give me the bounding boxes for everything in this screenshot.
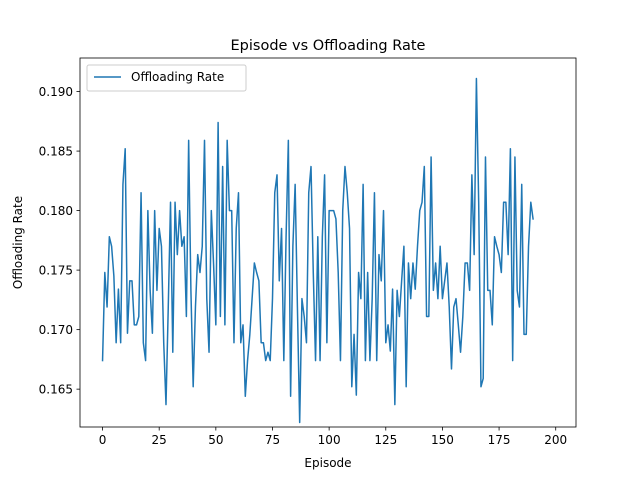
legend-box <box>86 64 247 92</box>
x-tick-label: 75 <box>265 433 280 447</box>
y-tick-label: 0.185 <box>39 145 73 159</box>
y-axis-ticks: 0.165 0.170 0.175 0.180 0.185 0.190 <box>39 85 80 397</box>
chart-title: Episode vs Offloading Rate <box>231 38 426 54</box>
x-axis-label: Episode <box>304 456 351 470</box>
series-line-offloading-rate <box>101 77 534 424</box>
x-tick-label: 0 <box>99 433 107 447</box>
plot-area-frame <box>79 57 577 428</box>
y-axis-label: Offloading Rate <box>11 196 25 289</box>
x-tick-label: 25 <box>152 433 167 447</box>
x-tick-label: 100 <box>318 433 341 447</box>
y-tick-label: 0.190 <box>39 85 73 99</box>
x-tick-label: 50 <box>208 433 223 447</box>
y-tick-label: 0.180 <box>39 204 73 218</box>
x-tick-label: 200 <box>544 433 567 447</box>
y-tick-label: 0.165 <box>39 383 73 397</box>
x-axis-ticks: 0 25 50 75 100 125 150 175 200 <box>99 427 567 447</box>
legend-label: Offloading Rate <box>131 70 224 84</box>
x-tick-label: 150 <box>431 433 454 447</box>
x-tick-label: 175 <box>488 433 511 447</box>
series-layer <box>101 77 534 424</box>
y-tick-label: 0.170 <box>39 323 73 337</box>
y-tick-label: 0.175 <box>39 264 73 278</box>
legend: Offloading Rate <box>86 64 247 92</box>
x-tick-label: 125 <box>374 433 397 447</box>
